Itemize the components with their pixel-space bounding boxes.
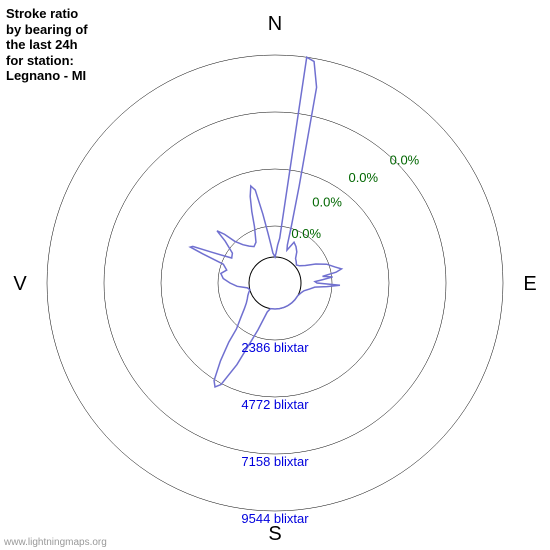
compass-label: N xyxy=(268,13,282,35)
title-line5: Legnano - MI xyxy=(6,68,86,83)
compass-label: E xyxy=(523,273,536,295)
chart-title: Stroke ratio by bearing of the last 24h … xyxy=(6,6,88,84)
ring-value-label: 7158 blixtar xyxy=(241,454,309,469)
ring-value-label: 2386 blixtar xyxy=(241,340,309,355)
percent-label: 0.0% xyxy=(390,152,420,167)
percent-label: 0.0% xyxy=(291,226,321,241)
ring-value-label: 9544 blixtar xyxy=(241,511,309,526)
stroke-ratio-polygon xyxy=(190,57,341,387)
title-line1: Stroke ratio xyxy=(6,6,78,21)
title-line4: for station: xyxy=(6,53,74,68)
credit-text: www.lightningmaps.org xyxy=(4,537,107,548)
compass-label: V xyxy=(13,273,27,295)
percent-label: 0.0% xyxy=(312,195,342,210)
title-line2: by bearing of xyxy=(6,22,88,37)
compass-label: S xyxy=(268,523,281,545)
title-line3: the last 24h xyxy=(6,37,78,52)
percent-label: 0.0% xyxy=(348,170,378,185)
ring-value-label: 4772 blixtar xyxy=(241,397,309,412)
